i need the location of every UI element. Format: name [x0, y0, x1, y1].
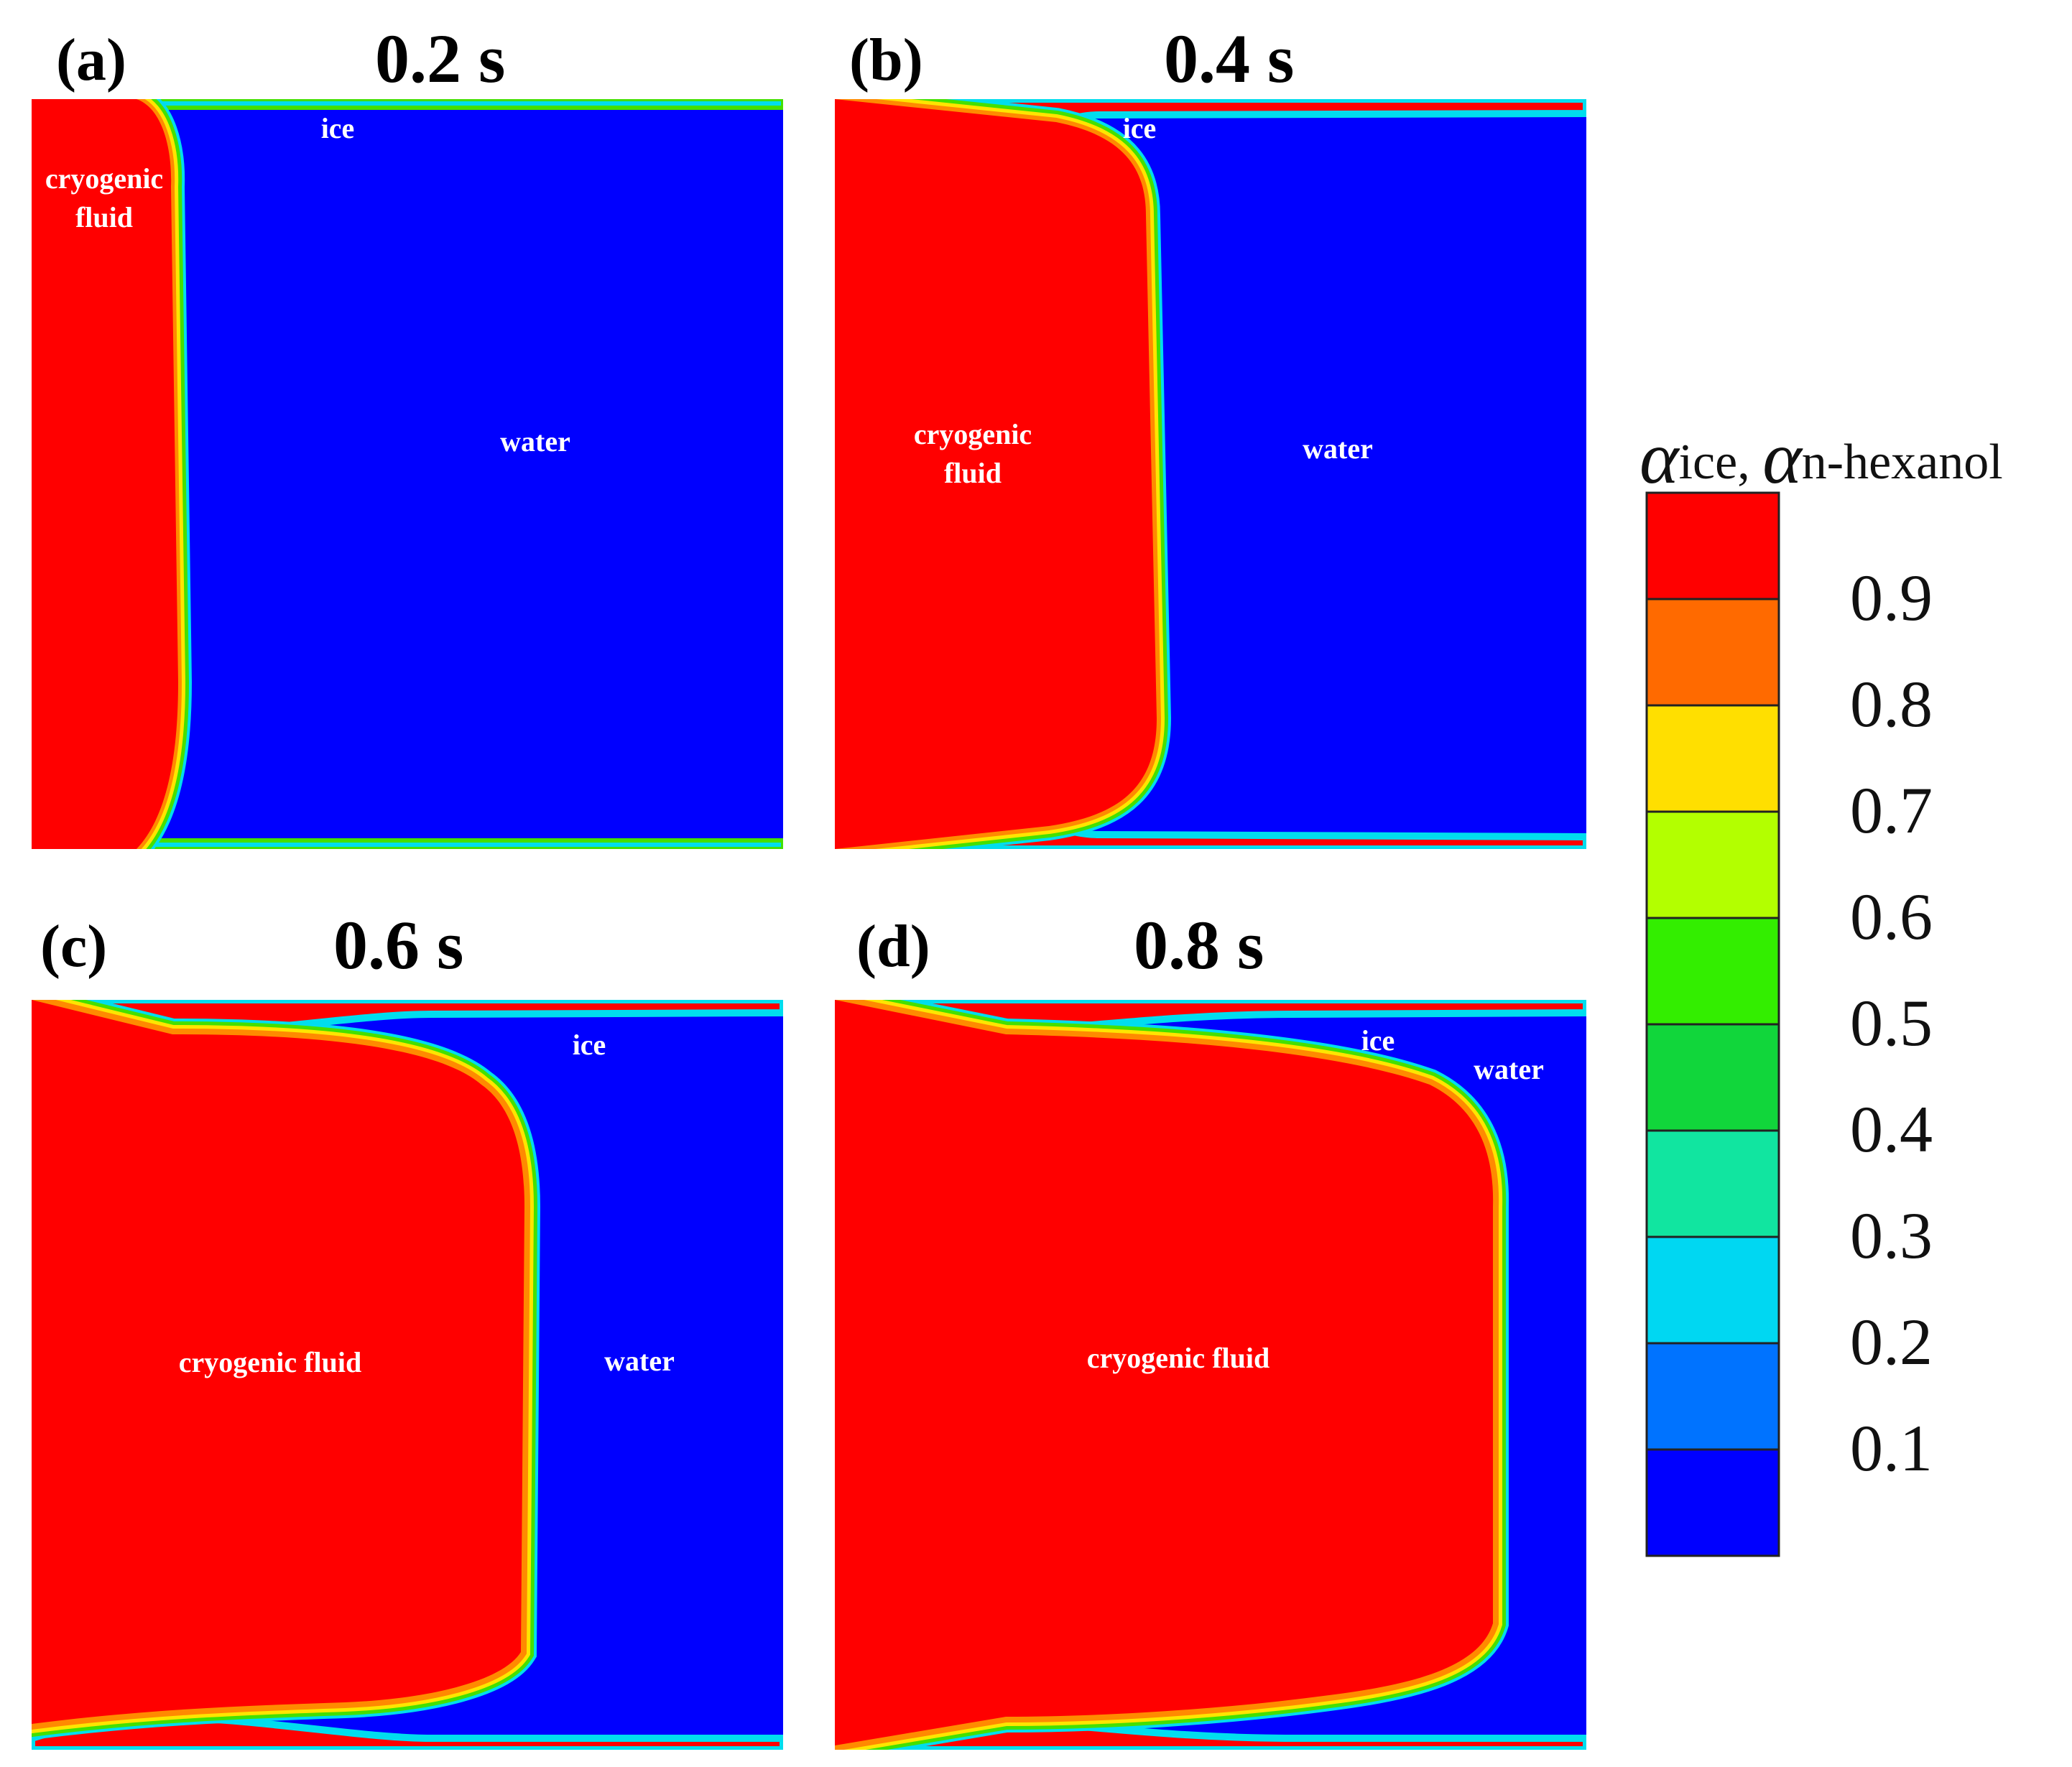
colorbar-segment-2 [1645, 704, 1780, 813]
panel-c: ice cryogenic fluid water [32, 1000, 783, 1750]
panel-c-time: 0.6 s [333, 906, 464, 983]
colorbar-tick-0-3: 0.3 [1850, 1199, 1933, 1272]
panel-a-water-label: water [500, 425, 570, 458]
panel-b: ice cryogenic fluid water [835, 99, 1586, 849]
panel-d-ice-label: ice [1361, 1024, 1395, 1057]
colorbar-segment-8 [1645, 1342, 1780, 1451]
colorbar-subscript-ice: ice [1678, 435, 1738, 490]
panel-a-ice-label: ice [321, 112, 355, 144]
colorbar-alpha-symbol-1: α [1639, 417, 1679, 499]
colorbar-tick-0-7: 0.7 [1850, 774, 1933, 847]
panel-d-label: (d) [856, 913, 930, 980]
colorbar-tick-0-1: 0.1 [1850, 1411, 1933, 1485]
panel-c-water-label: water [604, 1345, 675, 1377]
colorbar-tick-0-4: 0.4 [1850, 1093, 1933, 1166]
panel-b-water-label: water [1303, 432, 1373, 465]
colorbar-alpha-symbol-2: α [1762, 417, 1802, 499]
panel-b-ice-label: ice [1123, 112, 1157, 144]
panel-d-cryo-label: cryogenic fluid [1087, 1342, 1269, 1374]
colorbar-segment-6 [1645, 1129, 1780, 1238]
colorbar-segment-5 [1645, 1023, 1780, 1132]
panel-d: ice water cryogenic fluid [835, 1000, 1586, 1750]
colorbar-segment-7 [1645, 1235, 1780, 1345]
panel-b-label: (b) [849, 27, 923, 93]
colorbar-tick-0-6: 0.6 [1850, 880, 1933, 953]
panel-d-water-label: water [1474, 1053, 1544, 1085]
panel-c-ice-label: ice [573, 1029, 606, 1061]
panel-a: ice cryogenic fluid water [32, 99, 783, 849]
colorbar-tick-0-8: 0.8 [1850, 667, 1933, 741]
panel-a-cryo-label-1: cryogenic [45, 162, 163, 195]
colorbar-title: αice, αn-hexanol [1639, 421, 2003, 496]
panel-d-time: 0.8 s [1134, 906, 1264, 983]
colorbar-separator: , [1737, 435, 1763, 490]
colorbar-subscript-hexanol: n-hexanol [1801, 435, 2003, 490]
colorbar-segment-4 [1645, 917, 1780, 1026]
panel-a-time: 0.2 s [375, 20, 506, 97]
colorbar-segment-1 [1645, 598, 1780, 707]
panel-c-cryo-label: cryogenic fluid [179, 1346, 361, 1378]
panel-c-label: (c) [40, 913, 108, 980]
colorbar-tick-0-9: 0.9 [1850, 561, 1933, 634]
colorbar-segment-3 [1645, 810, 1780, 919]
panel-b-cryo-label-2: fluid [944, 457, 1002, 489]
panel-a-cryo-label-2: fluid [75, 201, 133, 233]
colorbar-segment-9 [1645, 1448, 1780, 1557]
panel-a-label: (a) [56, 27, 126, 93]
panel-b-time: 0.4 s [1164, 20, 1295, 97]
panel-b-cryo-label-1: cryogenic [914, 418, 1032, 450]
colorbar-segment-0 [1645, 491, 1780, 600]
colorbar [1645, 491, 1780, 1557]
colorbar-tick-0-5: 0.5 [1850, 986, 1933, 1059]
colorbar-tick-0-2: 0.2 [1850, 1305, 1933, 1378]
